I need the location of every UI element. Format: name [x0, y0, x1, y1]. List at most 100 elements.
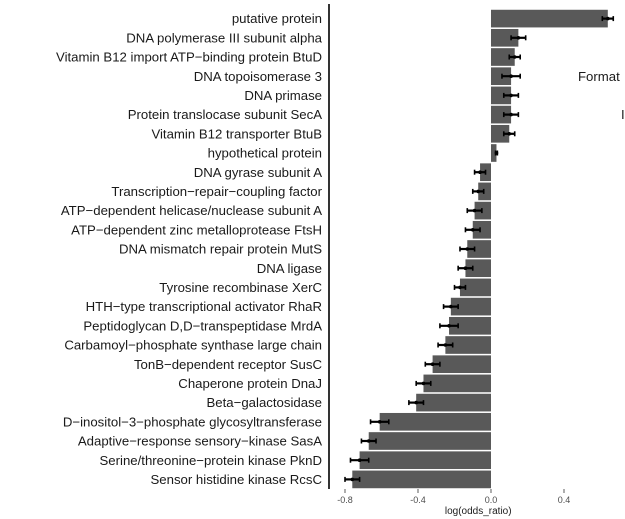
category-label: Serine/threonine−protein kinase PknD: [100, 453, 323, 468]
error-bar-point: [472, 208, 477, 213]
category-label: Adaptive−response sensory−kinase SasA: [78, 434, 322, 449]
category-label: Transcription−repair−coupling factor: [111, 184, 322, 199]
bar: [379, 412, 491, 431]
error-bar-point: [516, 36, 521, 40]
category-label: DNA primase: [244, 88, 322, 103]
category-label: Peptidoglycan D,D−transpeptidase MrdA: [83, 318, 322, 333]
x-axis-ticks: -0.8 -0.4 0.0 0.4: [337, 489, 570, 505]
error-bar: [471, 188, 485, 194]
error-bar-point: [463, 266, 468, 271]
error-bar-point: [478, 170, 482, 174]
bar: [491, 9, 608, 28]
error-bar-point: [507, 132, 512, 136]
bar: [467, 240, 491, 258]
bar: [491, 124, 510, 143]
error-bar-point: [449, 304, 453, 309]
error-bar-point: [476, 189, 481, 194]
category-label: Tyrosine recombinase XerC: [159, 280, 322, 295]
x-axis-title: log(odds_ratio): [445, 506, 512, 517]
bar: [368, 432, 491, 450]
category-label: hypothetical protein: [208, 146, 322, 161]
error-bar-point: [458, 285, 462, 290]
error-bar-point: [509, 74, 513, 78]
category-label: DNA ligase: [257, 261, 322, 276]
error-bar-point: [509, 112, 513, 117]
error-bar: [415, 380, 432, 386]
bar: [359, 451, 491, 470]
bar: [472, 220, 491, 239]
error-bar-point: [366, 439, 371, 443]
category-label: Vitamin B12 import ATP−binding protein B…: [56, 50, 322, 65]
x-tick-label: -0.8: [337, 495, 353, 505]
error-bar-point: [512, 55, 517, 59]
bar: [478, 182, 491, 201]
error-bar: [453, 284, 467, 290]
category-label: ATP−dependent zinc metalloprotease FtsH: [71, 222, 322, 237]
bar: [491, 28, 519, 47]
bar: [450, 297, 491, 316]
category-label: Sensor histidine kinase RcsC: [150, 472, 322, 487]
error-bar: [466, 208, 483, 214]
category-label: DNA topoisomerase 3: [194, 69, 322, 84]
error-bar-point: [443, 343, 448, 347]
bar: [459, 278, 491, 297]
bar: [432, 355, 491, 374]
error-bar: [344, 476, 361, 482]
x-tick-label: -0.4: [410, 495, 426, 505]
error-bar: [408, 400, 425, 406]
error-bar: [501, 73, 522, 79]
error-bar-point: [350, 477, 355, 482]
error-bar-point: [430, 362, 435, 367]
error-bar: [494, 150, 499, 156]
bar: [491, 105, 512, 124]
bar: [491, 67, 512, 86]
error-bar: [510, 35, 527, 41]
bar: [491, 86, 512, 105]
category-label: Chaperone protein DnaJ: [178, 376, 322, 391]
bar: [491, 144, 497, 162]
error-bar: [369, 419, 390, 425]
bar: [445, 336, 491, 354]
error-bar-point: [377, 420, 382, 424]
error-bar-point: [421, 381, 426, 386]
x-tick-label: 0.0: [485, 495, 498, 505]
error-bar-point: [357, 458, 362, 463]
x-tick-label: 0.4: [558, 495, 571, 505]
error-bar: [502, 131, 516, 137]
category-label: DNA gyrase subunit A: [194, 165, 322, 180]
bar: [491, 48, 515, 66]
category-label: DNA polymerase III subunit alpha: [126, 30, 322, 45]
bars: [352, 9, 608, 489]
error-bar: [442, 304, 459, 310]
category-label: ATP−dependent helicase/nuclease subunit …: [61, 203, 322, 218]
category-label: D−inositol−3−phosphate glycosyltransfera…: [63, 414, 322, 429]
category-label: TonB−dependent receptor SusC: [134, 357, 323, 372]
error-bar: [349, 457, 370, 463]
category-label: Carbamoyl−phosphate synthase large chain: [64, 338, 322, 353]
error-bar: [601, 16, 615, 22]
error-bar: [424, 361, 441, 367]
error-bar: [502, 92, 520, 98]
error-bar: [437, 342, 454, 348]
category-label: putative protein: [232, 11, 322, 26]
bar: [416, 393, 491, 412]
category-label: Protein translocase subunit SecA: [128, 107, 322, 122]
side-text-fragment: I: [621, 107, 625, 122]
error-bar-point: [470, 228, 475, 232]
error-bar-point: [465, 247, 470, 251]
error-bar-point: [414, 400, 418, 405]
bar: [474, 201, 491, 220]
error-bars: [344, 16, 615, 482]
error-bar: [464, 227, 481, 233]
error-bar: [360, 438, 377, 444]
category-label: Beta−galactosidase: [207, 395, 322, 410]
category-label: HTH−type transcriptional activator RhaR: [86, 299, 322, 314]
error-bar: [439, 323, 459, 329]
category-label: Vitamin B12 transporter BtuB: [151, 126, 322, 141]
side-text-format: Format: [578, 69, 620, 84]
bar: [465, 259, 491, 278]
category-labels: putative protein DNA polymerase III subun…: [56, 11, 323, 487]
bar: [352, 470, 491, 489]
error-bar-point: [606, 16, 610, 21]
